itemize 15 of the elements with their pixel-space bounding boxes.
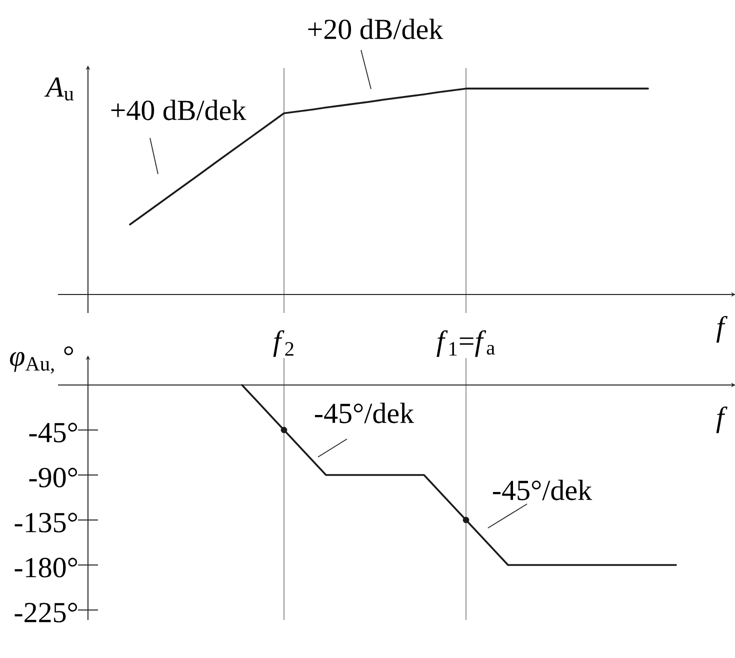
annotation: -45°/dek bbox=[314, 402, 414, 424]
annotation: -45°/dek bbox=[492, 480, 592, 500]
y-tick-label: -90° bbox=[29, 468, 78, 488]
y-axis-title: A$_{u}$ bbox=[44, 77, 74, 101]
annotation: +40 dB/dek bbox=[111, 100, 246, 120]
x-axis-title: f bbox=[716, 406, 728, 434]
text: +20 dB/dek bbox=[308, 18, 444, 40]
y-tick-label: -45° bbox=[29, 422, 78, 442]
y-tick-label: -135° bbox=[14, 512, 78, 532]
x-axis-title: f bbox=[716, 316, 728, 343]
x-tick-label: f$_{2}$ bbox=[273, 330, 294, 357]
x-tick-label: f$_{1}$=f$_{a}$ bbox=[436, 330, 495, 357]
y-axis-title: φ$_{Au,}$ ° bbox=[10, 346, 74, 374]
y-tick-label: -180° bbox=[14, 558, 78, 578]
y-tick-label: -225° bbox=[14, 602, 78, 622]
